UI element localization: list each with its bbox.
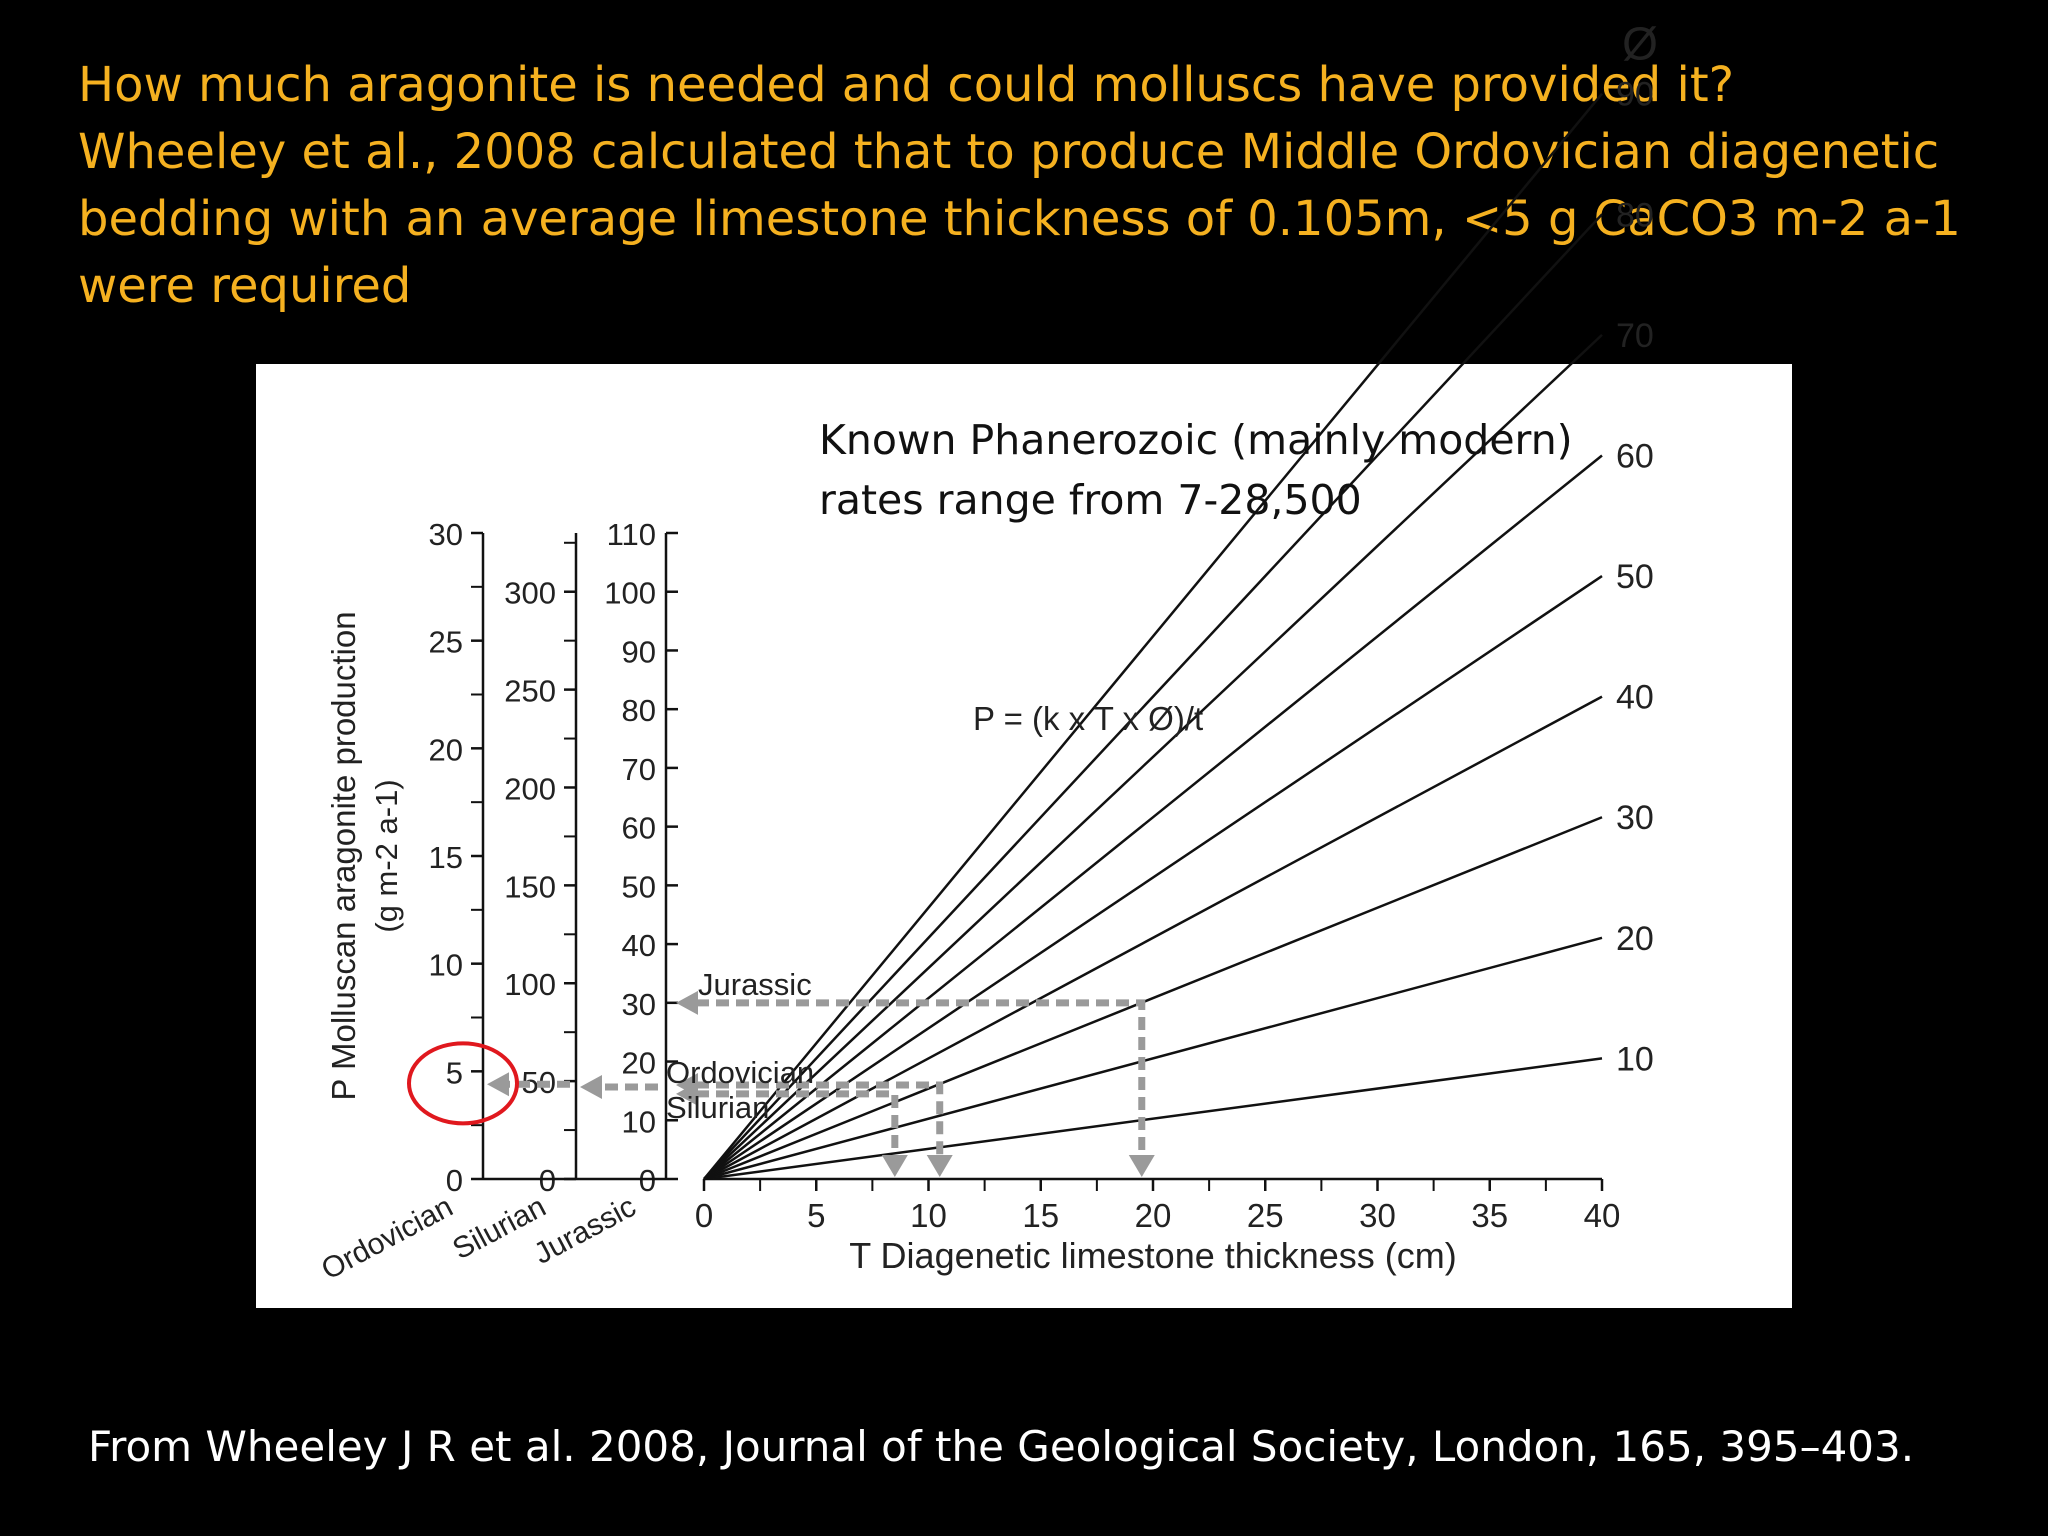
y-tick-label: 80 — [622, 693, 656, 728]
x-axis-title: T Diagenetic limestone thickness (cm) — [849, 1235, 1457, 1276]
y-tick-label: 110 — [607, 517, 656, 552]
cross-arrow-silurian — [580, 1074, 602, 1099]
arrow-down-silurian — [881, 1155, 908, 1177]
series-line — [703, 333, 1603, 1180]
series-label: 70 — [1616, 317, 1654, 355]
question-line-1: How much aragonite is needed and could m… — [78, 57, 1735, 113]
series-label: 10 — [1616, 1040, 1654, 1078]
cross-arrow-ordovician — [487, 1072, 509, 1097]
y-tick-label: 30 — [622, 987, 656, 1022]
series-line — [703, 213, 1603, 1180]
y-axis-name-jurassic: Jurassic — [529, 1190, 642, 1271]
y-tick-label: 70 — [622, 752, 656, 787]
arrow-down-jurassic — [1128, 1155, 1155, 1177]
series-label: 20 — [1616, 920, 1654, 958]
y-tick-label: 20 — [429, 732, 463, 767]
y-tick-label: 0 — [446, 1163, 463, 1198]
x-tick-label: 15 — [1022, 1197, 1059, 1234]
question-line-4: were required — [78, 258, 412, 314]
arrow-left-jurassic — [676, 990, 698, 1015]
y-tick-label: 10 — [429, 948, 463, 983]
y-tick-label: 300 — [504, 576, 556, 611]
y-tick-label: 100 — [504, 967, 556, 1002]
y-tick-label: 50 — [622, 869, 656, 904]
series-line — [703, 575, 1603, 1181]
legend-title: Ø — [1622, 18, 1658, 70]
series-label: 90 — [1616, 76, 1654, 114]
rates-note-line-2: rates range from 7-28,500 — [819, 476, 1362, 524]
y-tick-label: 90 — [622, 634, 656, 669]
arrow-left-silurian — [676, 1081, 698, 1106]
series-label: 30 — [1616, 799, 1654, 837]
series-label: 40 — [1616, 679, 1654, 717]
x-tick-label: 0 — [695, 1197, 713, 1234]
y-axis-name-ordovician: Ordovician — [316, 1190, 458, 1286]
series-line — [703, 816, 1603, 1181]
series-label: 50 — [1616, 558, 1654, 596]
y-tick-label: 30 — [429, 517, 463, 552]
slide-question: How much aragonite is needed and could m… — [78, 52, 2018, 320]
y-tick-label: 200 — [504, 771, 556, 806]
series-line — [703, 1057, 1603, 1181]
guide-silurian — [696, 1090, 899, 1155]
arrow-down-ordovician — [926, 1155, 953, 1177]
y-tick-label: 0 — [639, 1163, 656, 1198]
highlight-circle — [407, 1041, 519, 1126]
x-tick-label: 40 — [1584, 1197, 1621, 1234]
formula-label: P = (k x T x Ø)/t — [973, 700, 1203, 737]
y-axis-title: P Molluscan aragonite production — [325, 611, 362, 1100]
series-line — [703, 92, 1603, 1180]
y-tick-label: 100 — [604, 576, 656, 611]
rates-note: Known Phanerozoic (mainly modern) rates … — [819, 410, 1573, 530]
y-tick-label: 5 — [446, 1055, 463, 1090]
series-line — [703, 936, 1603, 1181]
citation: From Wheeley J R et al. 2008, Journal of… — [88, 1422, 1915, 1471]
x-tick-label: 5 — [807, 1197, 825, 1234]
y-tick-label: 15 — [429, 840, 463, 875]
series-label: 60 — [1616, 437, 1654, 475]
y-tick-label: 40 — [622, 928, 656, 963]
series-label: 80 — [1616, 196, 1654, 234]
y-tick-label: 10 — [622, 1104, 656, 1139]
x-tick-label: 35 — [1471, 1197, 1508, 1234]
y-axis-units: (g m-2 a-1) — [369, 779, 404, 932]
annotation-label-ordovician: Ordovician — [666, 1055, 814, 1090]
x-tick-label: 30 — [1359, 1197, 1396, 1234]
y-tick-label: 250 — [504, 674, 556, 709]
x-tick-label: 25 — [1247, 1197, 1284, 1234]
x-tick-label: 10 — [910, 1197, 947, 1234]
annotation-label-silurian: Silurian — [666, 1090, 769, 1125]
y-tick-label: 0 — [539, 1163, 556, 1198]
rates-note-line-1: Known Phanerozoic (mainly modern) — [819, 416, 1573, 464]
question-line-3: bedding with an average limestone thickn… — [78, 191, 1961, 247]
guide-ordovician — [696, 1081, 944, 1155]
y-tick-label: 25 — [429, 625, 463, 660]
series-line — [703, 695, 1603, 1181]
series-line — [703, 454, 1603, 1180]
y-tick-label: 150 — [504, 869, 556, 904]
x-tick-label: 20 — [1135, 1197, 1172, 1234]
guide-jurassic — [696, 999, 1146, 1155]
y-tick-label: 20 — [622, 1046, 656, 1081]
question-line-2: Wheeley et al., 2008 calculated that to … — [78, 124, 1940, 180]
y-tick-label: 60 — [622, 811, 656, 846]
annotation-label-jurassic: Jurassic — [698, 967, 812, 1002]
